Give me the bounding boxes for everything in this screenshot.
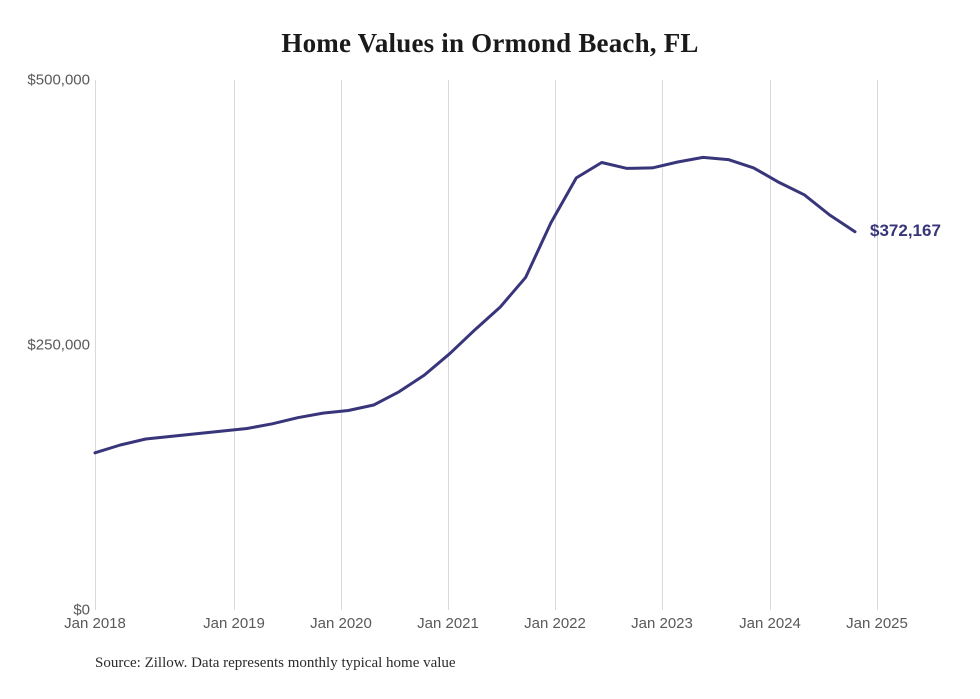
y-axis-label-0: $500,000 <box>0 72 90 89</box>
x-axis-label-0: Jan 2018 <box>64 615 126 632</box>
x-axis-label-3: Jan 2021 <box>417 615 479 632</box>
plot-area: $500,000 $250,000 $0 Jan 2018 Jan 2019 J… <box>95 80 950 610</box>
source-note: Source: Zillow. Data represents monthly … <box>95 655 456 672</box>
x-axis-label-5: Jan 2023 <box>631 615 693 632</box>
x-axis-label-7: Jan 2025 <box>846 615 908 632</box>
home-value-polyline <box>95 157 855 452</box>
x-axis-label-1: Jan 2019 <box>203 615 265 632</box>
x-axis-label-4: Jan 2022 <box>524 615 586 632</box>
y-axis-label-1: $250,000 <box>0 337 90 354</box>
home-value-line-chart[interactable] <box>95 80 950 610</box>
end-value-label: $372,167 <box>870 221 941 241</box>
x-axis-label-6: Jan 2024 <box>739 615 801 632</box>
chart-container: Home Values in Ormond Beach, FL $500,000… <box>0 0 980 699</box>
chart-title: Home Values in Ormond Beach, FL <box>0 28 980 59</box>
x-axis-label-2: Jan 2020 <box>310 615 372 632</box>
